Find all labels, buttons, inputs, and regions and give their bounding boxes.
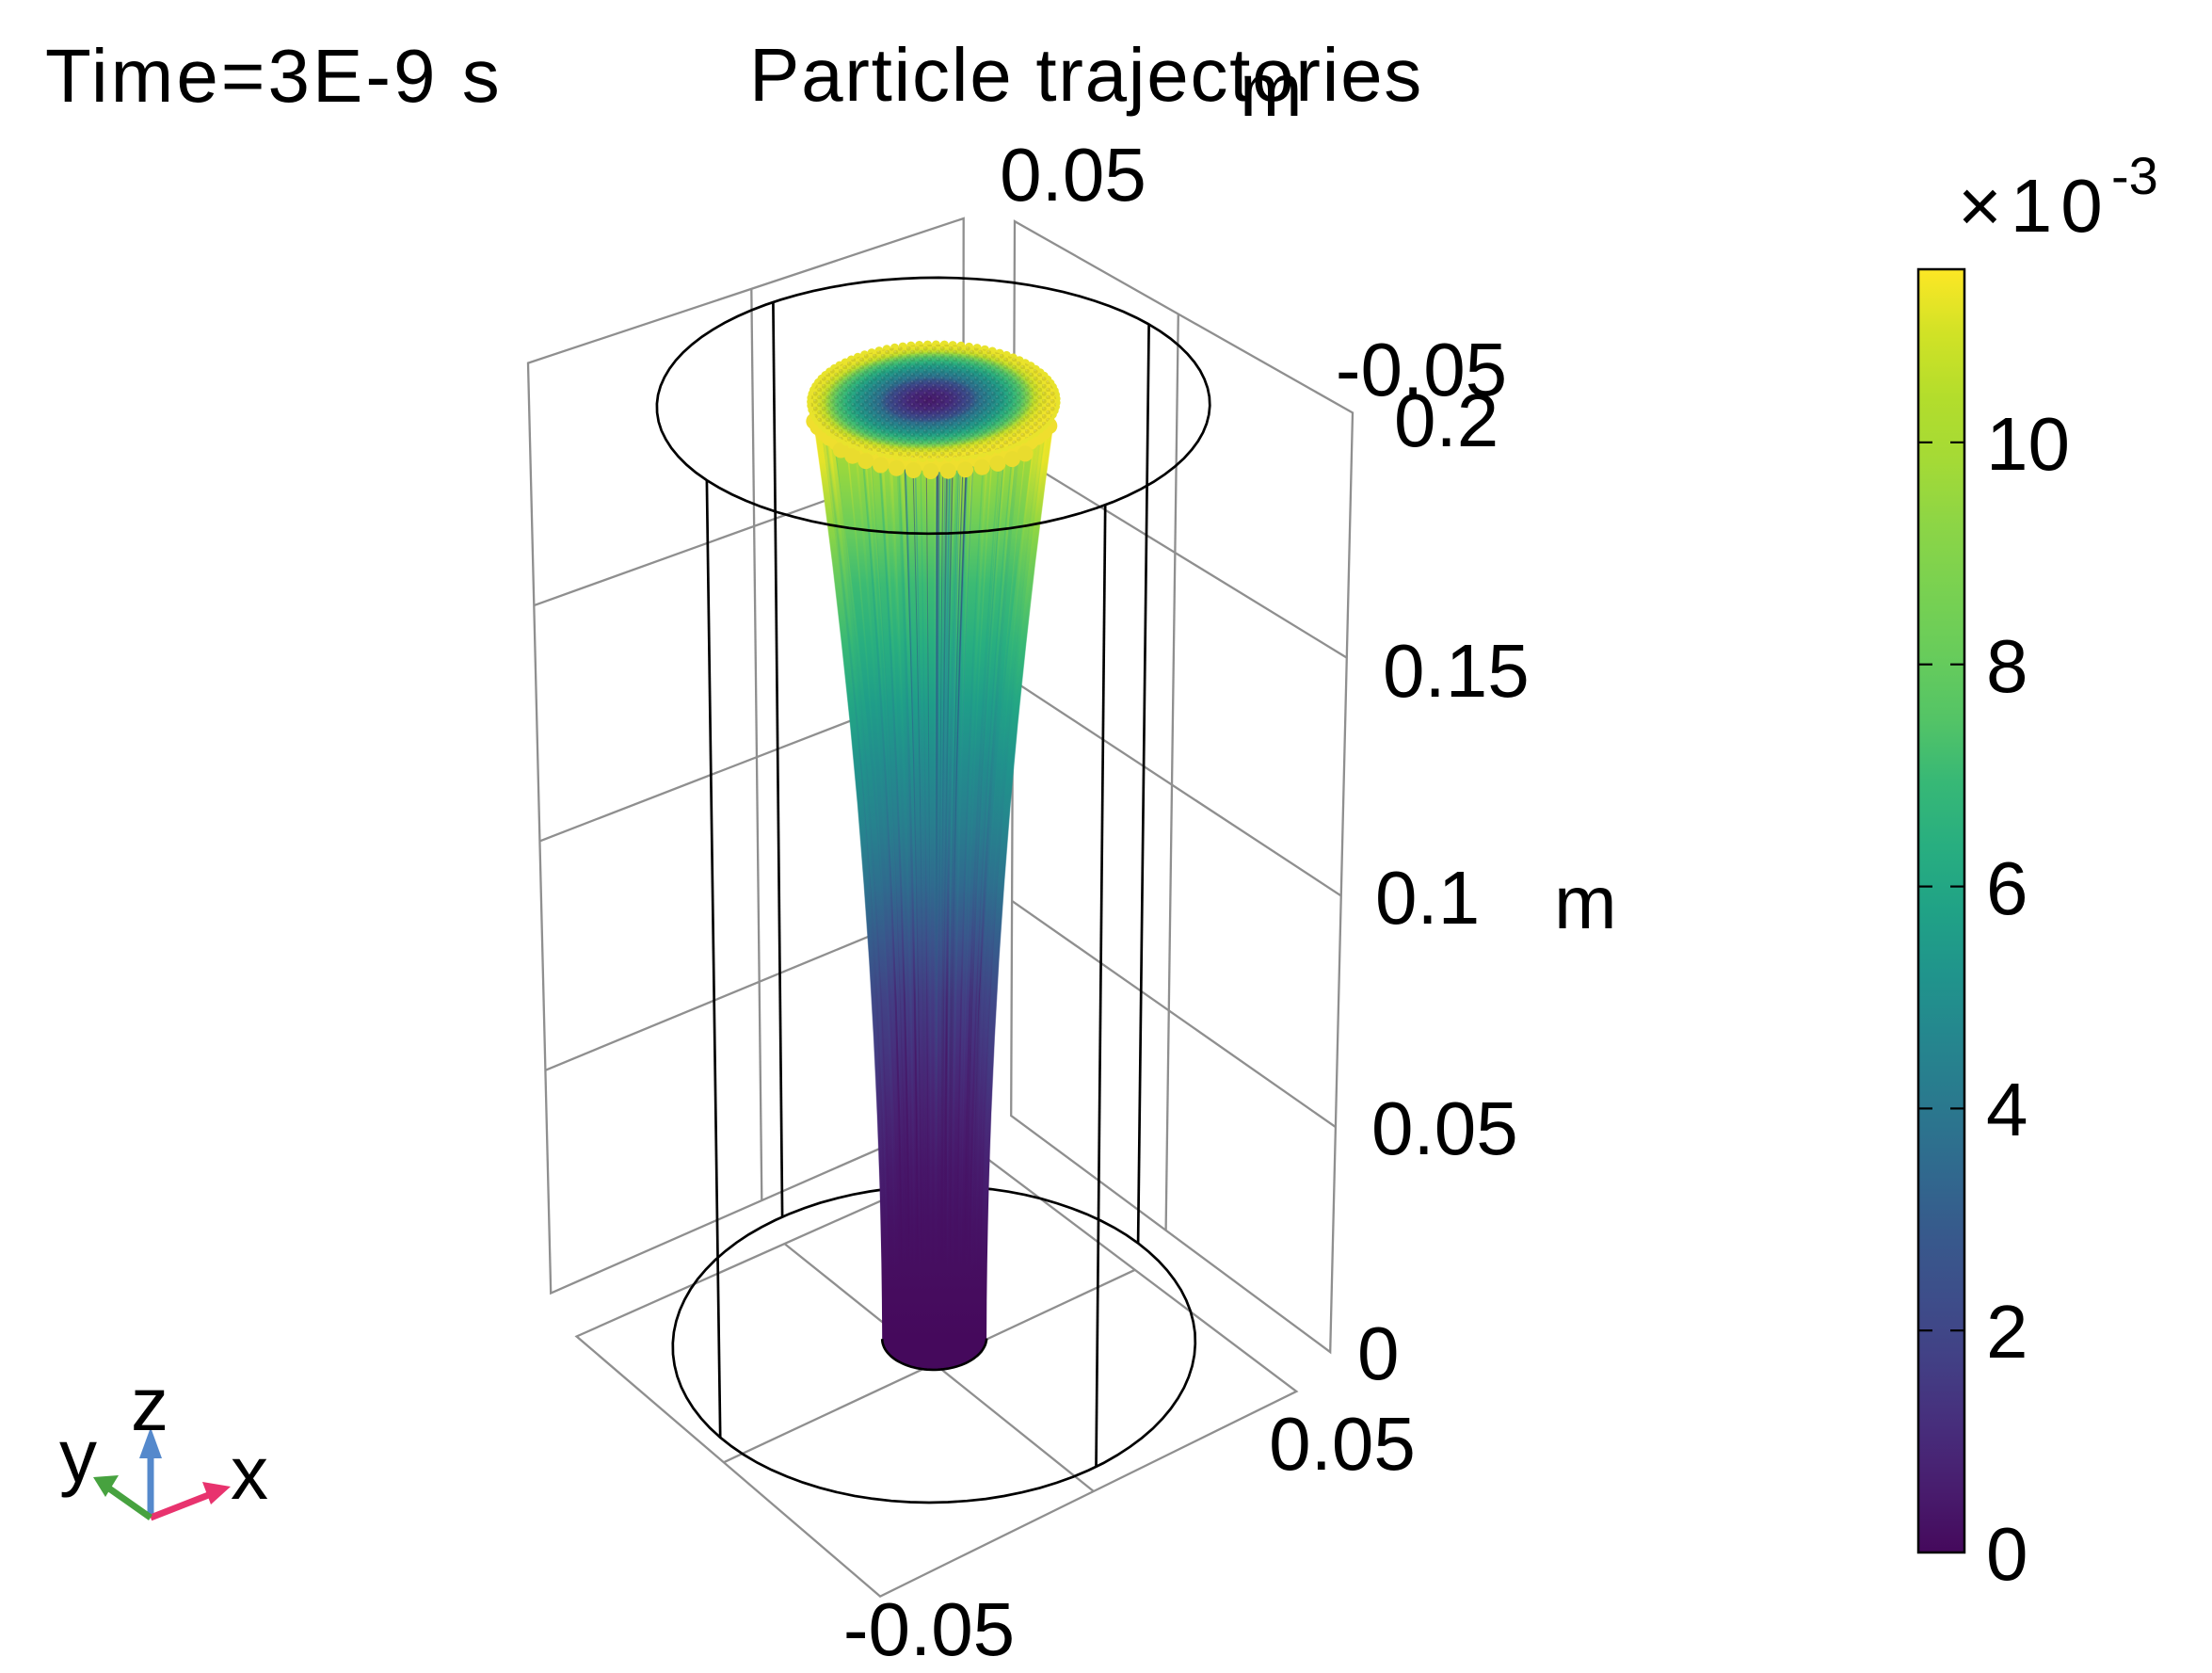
svg-text:-3: -3 [2111, 146, 2158, 205]
svg-text:Time=3E-9 s: Time=3E-9 s [45, 34, 503, 118]
svg-text:×10: ×10 [1958, 164, 2111, 248]
svg-text:-0.05: -0.05 [1336, 328, 1507, 411]
svg-text:y: y [59, 1414, 97, 1498]
svg-text:4: 4 [1986, 1068, 2028, 1151]
svg-text:0.05: 0.05 [1371, 1086, 1518, 1170]
svg-text:0: 0 [1357, 1311, 1400, 1395]
svg-text:8: 8 [1986, 624, 2028, 708]
svg-text:z: z [131, 1362, 168, 1446]
svg-text:10: 10 [1986, 402, 2070, 486]
svg-text:x: x [231, 1431, 268, 1515]
svg-text:0.1: 0.1 [1375, 856, 1480, 940]
svg-text:0.15: 0.15 [1383, 629, 1530, 713]
svg-text:Particle trajectories: Particle trajectories [749, 33, 1423, 117]
svg-text:0: 0 [1986, 1512, 2028, 1596]
svg-text:6: 6 [1986, 846, 2028, 930]
svg-text:0.05: 0.05 [1000, 133, 1146, 217]
svg-text:m: m [1240, 48, 1303, 132]
svg-text:2: 2 [1986, 1290, 2028, 1374]
svg-text:0.05: 0.05 [1269, 1402, 1416, 1486]
svg-text:-0.05: -0.05 [843, 1587, 1015, 1668]
svg-text:m: m [1554, 861, 1617, 944]
svg-text:0.2: 0.2 [1394, 378, 1499, 462]
